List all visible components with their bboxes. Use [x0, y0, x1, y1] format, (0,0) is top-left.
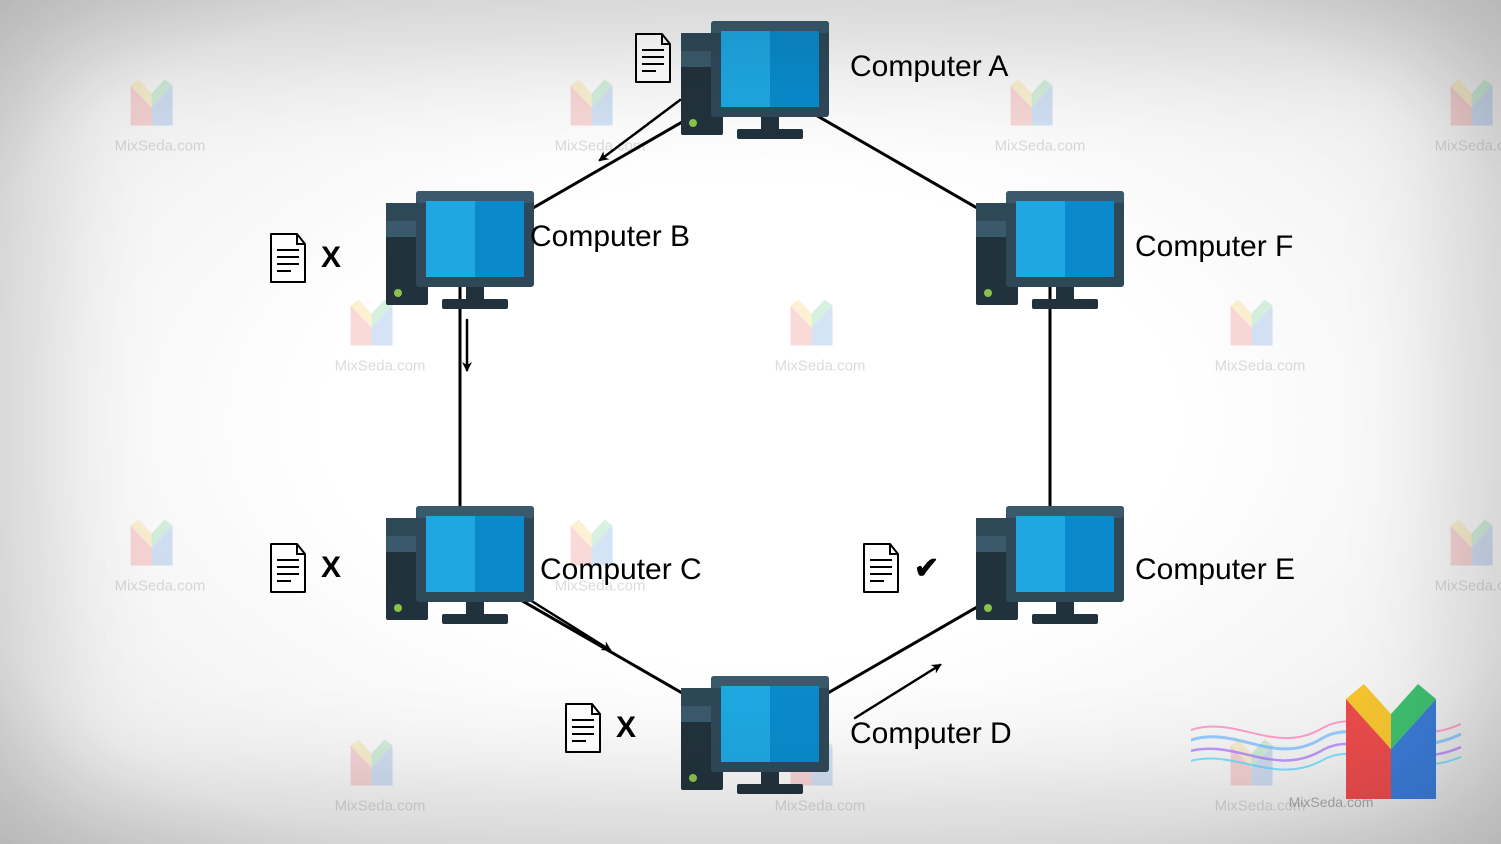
computer-icon: [675, 15, 835, 145]
computer-icon: [380, 500, 540, 630]
watermark-item: MixSeda.com: [555, 76, 646, 155]
watermark-item: MixSeda.com: [115, 516, 206, 595]
watermark-logo-icon: [565, 76, 635, 131]
watermark-text: MixSeda.com: [335, 358, 426, 375]
computer-node-b: [380, 185, 540, 315]
x-icon: X: [616, 711, 636, 745]
check-icon: ✔: [914, 551, 939, 586]
computer-label-d: Computer D: [850, 717, 1012, 751]
packet-d: X: [560, 700, 636, 756]
computer-icon: [970, 185, 1130, 315]
computer-label-a: Computer A: [850, 50, 1008, 84]
packet-c: X: [265, 540, 341, 596]
computer-icon: [675, 670, 835, 800]
computer-node-a: [675, 15, 835, 145]
computer-node-e: [970, 500, 1130, 630]
watermark-item: MixSeda.com: [1435, 76, 1501, 155]
watermark-logo-icon: [1225, 296, 1295, 351]
brand-logo: MixSeda.com: [1191, 679, 1471, 814]
watermark-item: MixSeda.com: [1435, 516, 1501, 595]
computer-icon: [380, 185, 540, 315]
watermark-text: MixSeda.com: [115, 138, 206, 155]
watermark-text: MixSeda.com: [775, 358, 866, 375]
watermark-item: MixSeda.com: [335, 736, 426, 815]
brand-logo-text: MixSeda.com: [1289, 794, 1374, 809]
watermark-text: MixSeda.com: [995, 138, 1086, 155]
packet-e: ✔: [858, 540, 939, 596]
document-icon: [265, 540, 311, 596]
watermark-logo-icon: [1005, 76, 1075, 131]
watermark-item: MixSeda.com: [995, 76, 1086, 155]
document-icon: [630, 30, 676, 86]
watermark-item: MixSeda.com: [1215, 296, 1306, 375]
diagram-stage: MixSeda.com MixSeda.com MixSeda.com MixS…: [0, 0, 1501, 844]
watermark-text: MixSeda.com: [335, 798, 426, 815]
watermark-logo-icon: [125, 76, 195, 131]
document-icon: [560, 700, 606, 756]
computer-icon: [970, 500, 1130, 630]
computer-label-c: Computer C: [540, 553, 702, 587]
watermark-logo-icon: [125, 516, 195, 571]
watermark-text: MixSeda.com: [1215, 358, 1306, 375]
direction-arrow: [600, 100, 680, 160]
document-icon: [265, 230, 311, 286]
computer-node-f: [970, 185, 1130, 315]
computer-label-e: Computer E: [1135, 553, 1295, 587]
x-icon: X: [321, 551, 341, 585]
computer-node-d: [675, 670, 835, 800]
watermark-text: MixSeda.com: [1435, 138, 1501, 155]
watermark-logo-icon: [345, 736, 415, 791]
watermark-text: MixSeda.com: [115, 578, 206, 595]
packet-a: [630, 30, 676, 86]
watermark-logo-icon: [1445, 76, 1501, 131]
watermark-item: MixSeda.com: [115, 76, 206, 155]
watermark-text: MixSeda.com: [775, 798, 866, 815]
x-icon: X: [321, 241, 341, 275]
watermark-logo-icon: [1445, 516, 1501, 571]
watermark-logo-icon: [785, 296, 855, 351]
computer-node-c: [380, 500, 540, 630]
watermark-text: MixSeda.com: [555, 138, 646, 155]
direction-arrow: [855, 665, 940, 718]
document-icon: [858, 540, 904, 596]
computer-label-b: Computer B: [530, 220, 690, 254]
direction-arrow: [530, 600, 610, 650]
computer-label-f: Computer F: [1135, 230, 1293, 264]
watermark-text: MixSeda.com: [1435, 578, 1501, 595]
packet-b: X: [265, 230, 341, 286]
watermark-item: MixSeda.com: [775, 296, 866, 375]
